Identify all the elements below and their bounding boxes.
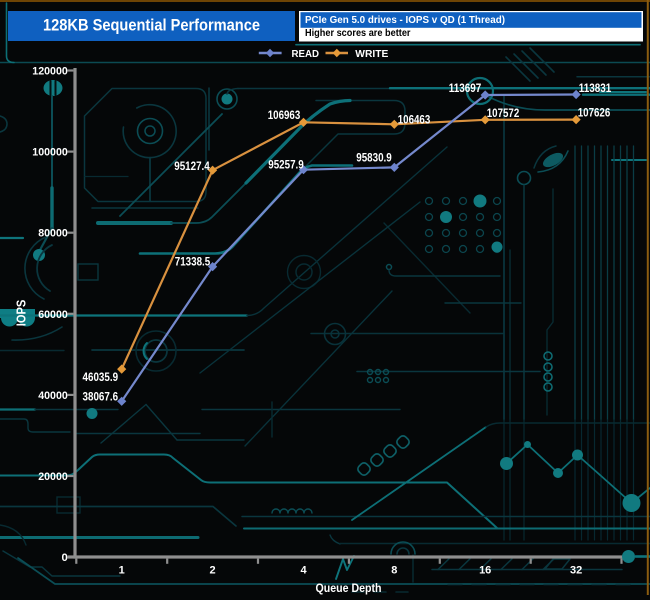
svg-text:4: 4 <box>300 565 307 577</box>
svg-text:106463: 106463 <box>398 113 431 127</box>
svg-text:40000: 40000 <box>38 390 68 402</box>
svg-text:95127.4: 95127.4 <box>174 159 210 173</box>
svg-text:107626: 107626 <box>578 106 611 120</box>
svg-text:113697: 113697 <box>449 81 482 95</box>
svg-text:1: 1 <box>119 565 125 577</box>
svg-text:60000: 60000 <box>38 309 68 321</box>
svg-text:100000: 100000 <box>32 147 68 159</box>
svg-text:46035.9: 46035.9 <box>83 370 119 384</box>
svg-text:2: 2 <box>210 565 216 577</box>
svg-text:106963: 106963 <box>268 108 301 122</box>
svg-text:PCIe Gen 5.0 drives - IOPS v Q: PCIe Gen 5.0 drives - IOPS v QD (1 Threa… <box>305 15 505 26</box>
svg-text:16: 16 <box>479 565 491 577</box>
svg-text:IOPS: IOPS <box>13 299 28 326</box>
svg-text:32: 32 <box>570 565 582 577</box>
svg-text:WRITE: WRITE <box>355 49 388 60</box>
svg-text:107572: 107572 <box>487 106 520 120</box>
svg-text:113831: 113831 <box>579 81 612 95</box>
svg-text:128KB Sequential Performance: 128KB Sequential Performance <box>43 15 260 34</box>
svg-text:20000: 20000 <box>38 471 68 483</box>
svg-text:READ: READ <box>292 49 320 60</box>
svg-text:Queue Depth: Queue Depth <box>316 583 382 595</box>
svg-text:8: 8 <box>391 565 397 577</box>
svg-text:95257.9: 95257.9 <box>268 158 304 172</box>
svg-text:120000: 120000 <box>32 66 68 78</box>
svg-text:0: 0 <box>62 552 68 564</box>
svg-text:71338.5: 71338.5 <box>175 255 211 269</box>
svg-text:80000: 80000 <box>38 228 68 240</box>
svg-text:38067.6: 38067.6 <box>83 390 119 404</box>
svg-text:95830.9: 95830.9 <box>356 151 392 165</box>
svg-text:Higher scores are better: Higher scores are better <box>305 28 411 39</box>
